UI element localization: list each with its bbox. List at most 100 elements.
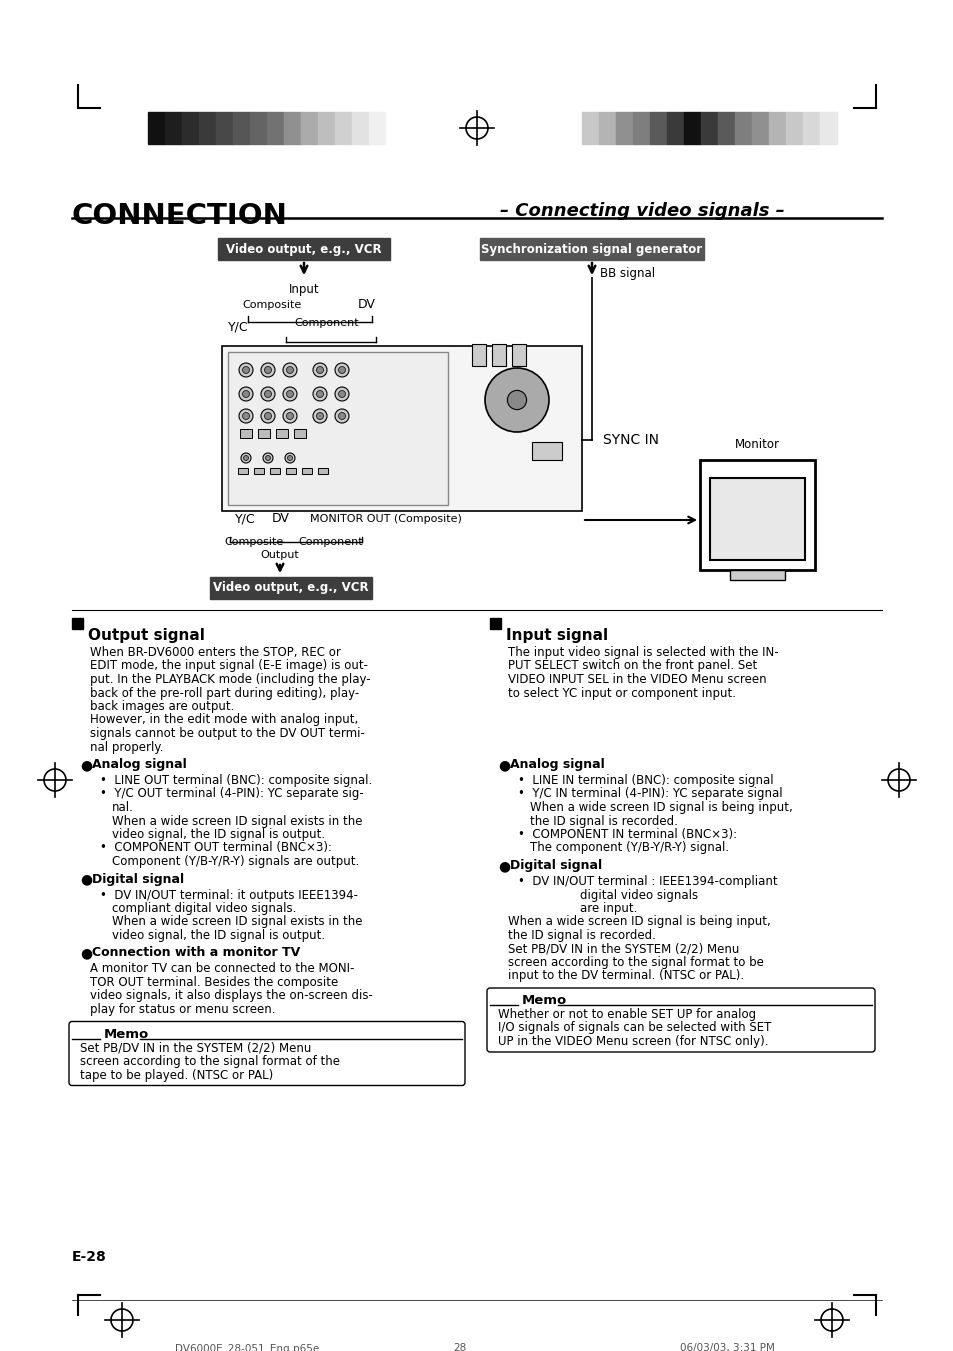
Bar (751, 112, 768, 145)
Bar (165, 112, 182, 145)
Text: back images are output.: back images are output. (90, 700, 234, 713)
Text: Digital signal: Digital signal (510, 859, 601, 871)
Text: signals cannot be output to the DV OUT termi-: signals cannot be output to the DV OUT t… (90, 727, 364, 740)
Bar (683, 112, 700, 145)
Bar (490, 617, 500, 630)
Bar (284, 112, 301, 145)
Text: PUT SELECT switch on the front panel. Set: PUT SELECT switch on the front panel. Se… (507, 659, 757, 673)
Text: are input.: are input. (579, 902, 637, 915)
Bar (709, 478, 804, 561)
Circle shape (335, 409, 349, 423)
Bar (633, 112, 649, 145)
Bar (700, 112, 718, 145)
Bar (820, 112, 836, 145)
Text: However, in the edit mode with analog input,: However, in the edit mode with analog in… (90, 713, 358, 727)
Circle shape (316, 366, 323, 373)
Text: Set PB/DV IN in the SYSTEM (2/2) Menu: Set PB/DV IN in the SYSTEM (2/2) Menu (507, 943, 739, 955)
Text: Monitor: Monitor (734, 438, 780, 451)
Text: BB signal: BB signal (599, 267, 655, 280)
Bar (71, 617, 83, 630)
Text: ●: ● (497, 859, 510, 873)
Text: Input signal: Input signal (505, 628, 607, 643)
Circle shape (338, 412, 345, 420)
Text: VIDEO INPUT SEL in the VIDEO Menu screen: VIDEO INPUT SEL in the VIDEO Menu screen (507, 673, 766, 686)
Text: When a wide screen ID signal is being input,: When a wide screen ID signal is being in… (530, 801, 792, 815)
Text: Output signal: Output signal (88, 628, 205, 643)
Text: Digital signal: Digital signal (91, 873, 184, 885)
Bar (492, 345, 505, 366)
Text: video signals, it also displays the on-screen dis-: video signals, it also displays the on-s… (90, 989, 373, 1002)
Text: Whether or not to enable SET UP for analog: Whether or not to enable SET UP for anal… (497, 1008, 756, 1021)
Text: Input: Input (289, 282, 319, 296)
Bar (479, 238, 703, 259)
Text: E-28: E-28 (71, 1250, 107, 1265)
Bar (218, 238, 390, 259)
Bar (148, 112, 165, 145)
Text: Composite: Composite (242, 300, 301, 309)
Text: I/O signals of signals can be selected with SET: I/O signals of signals can be selected w… (497, 1021, 771, 1035)
Text: ●: ● (80, 947, 92, 961)
Text: ●: ● (80, 873, 92, 886)
Bar (369, 112, 386, 145)
Bar (286, 467, 295, 474)
Text: The input video signal is selected with the IN-: The input video signal is selected with … (507, 646, 778, 659)
Bar (301, 112, 317, 145)
Text: Composite: Composite (224, 536, 283, 547)
Circle shape (242, 390, 250, 397)
Circle shape (264, 366, 272, 373)
Bar (199, 112, 215, 145)
Bar (317, 112, 335, 145)
Text: Component: Component (297, 536, 362, 547)
Text: back of the pre-roll part during editing), play-: back of the pre-roll part during editing… (90, 686, 359, 700)
Bar (734, 112, 751, 145)
Text: – Connecting video signals –: – Connecting video signals – (499, 203, 784, 220)
Text: Video output, e.g., VCR: Video output, e.g., VCR (226, 242, 381, 255)
Text: Y/C: Y/C (234, 512, 255, 526)
Text: Output: Output (260, 550, 299, 561)
Bar (532, 442, 561, 459)
Circle shape (484, 367, 548, 432)
Text: Video output, e.g., VCR: Video output, e.g., VCR (213, 581, 369, 594)
Bar (250, 112, 267, 145)
Text: play for status or menu screen.: play for status or menu screen. (90, 1002, 275, 1016)
Circle shape (507, 390, 526, 409)
Bar (270, 467, 280, 474)
Bar (472, 345, 485, 366)
Text: TOR OUT terminal. Besides the composite: TOR OUT terminal. Besides the composite (90, 975, 338, 989)
Text: Component: Component (294, 317, 358, 328)
Text: screen according to the signal format to be: screen according to the signal format to… (507, 957, 763, 969)
Text: ●: ● (80, 758, 92, 771)
Circle shape (283, 386, 296, 401)
Text: •  Y/C OUT terminal (4-PIN): YC separate sig-: • Y/C OUT terminal (4-PIN): YC separate … (100, 788, 363, 801)
Bar (666, 112, 683, 145)
Text: input to the DV terminal. (NTSC or PAL).: input to the DV terminal. (NTSC or PAL). (507, 970, 743, 982)
Text: video signal, the ID signal is output.: video signal, the ID signal is output. (112, 929, 325, 942)
Circle shape (241, 453, 251, 463)
Bar (317, 467, 328, 474)
Text: The component (Y/B-Y/R-Y) signal.: The component (Y/B-Y/R-Y) signal. (530, 842, 728, 854)
Text: ●: ● (497, 758, 510, 771)
Text: digital video signals: digital video signals (579, 889, 698, 901)
Circle shape (316, 390, 323, 397)
Circle shape (263, 453, 273, 463)
Circle shape (285, 453, 294, 463)
Text: •  LINE IN terminal (BNC): composite signal: • LINE IN terminal (BNC): composite sign… (517, 774, 773, 788)
Bar (700, 459, 814, 570)
Bar (233, 112, 250, 145)
Text: screen according to the signal format of the: screen according to the signal format of… (80, 1055, 339, 1069)
Text: EDIT mode, the input signal (E-E image) is out-: EDIT mode, the input signal (E-E image) … (90, 659, 368, 673)
Circle shape (265, 455, 271, 461)
Circle shape (283, 363, 296, 377)
Text: Connection with a monitor TV: Connection with a monitor TV (91, 947, 300, 959)
Text: Set PB/DV IN in the SYSTEM (2/2) Menu: Set PB/DV IN in the SYSTEM (2/2) Menu (80, 1042, 311, 1055)
Text: When BR-DV6000 enters the STOP, REC or: When BR-DV6000 enters the STOP, REC or (90, 646, 340, 659)
Text: When a wide screen ID signal exists in the: When a wide screen ID signal exists in t… (112, 916, 362, 928)
Text: SYNC IN: SYNC IN (602, 434, 659, 447)
Text: Memo: Memo (104, 1028, 149, 1040)
Bar (386, 112, 402, 145)
Circle shape (313, 386, 327, 401)
Bar (257, 430, 270, 438)
Circle shape (283, 409, 296, 423)
Bar (182, 112, 199, 145)
Text: Component (Y/B-Y/R-Y) signals are output.: Component (Y/B-Y/R-Y) signals are output… (112, 855, 359, 867)
